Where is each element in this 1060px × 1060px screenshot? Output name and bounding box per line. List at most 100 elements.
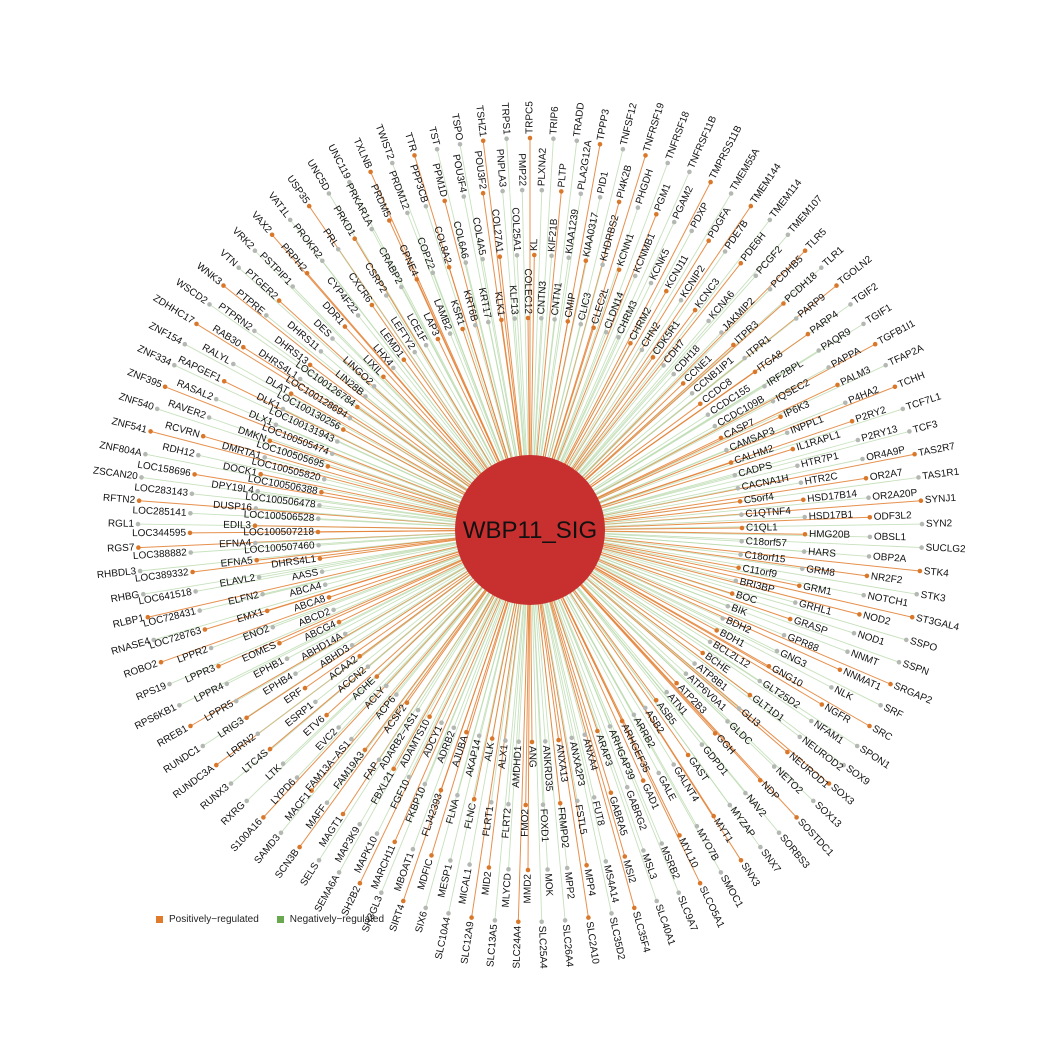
gene-node-ST3GAL4 xyxy=(909,614,915,620)
gene-label: SIX6 xyxy=(414,910,430,934)
gene-node-SSPO xyxy=(904,637,909,643)
gene-label: INPPL1 xyxy=(789,414,826,437)
gene-node-PPP3CB xyxy=(423,204,429,209)
gene-label: MYL10 xyxy=(676,837,700,871)
gene-node-PNPLA3 xyxy=(500,188,505,194)
gene-node-TTR xyxy=(412,153,417,158)
gene-label: TPPP3 xyxy=(595,108,612,142)
gene-node-KCNA6 xyxy=(706,318,711,324)
gene-label: COL4A5 xyxy=(470,216,488,256)
gene-label: C5orf4 xyxy=(743,491,775,506)
gene-node-LOC100506388 xyxy=(319,489,324,495)
gene-label: COL8A2 xyxy=(431,225,453,265)
gene-node-CHN2 xyxy=(639,347,645,353)
gene-node-TST xyxy=(434,146,440,152)
gene-node-CPNE4 xyxy=(414,277,420,282)
gene-node-CXCR6 xyxy=(369,302,375,308)
gene-node-SNX3 xyxy=(738,858,744,863)
gene-label: SLC2A10 xyxy=(583,921,600,965)
gene-label: SLC24A4 xyxy=(512,925,524,969)
gene-label: RREB1 xyxy=(156,723,191,749)
gene-label: VAT1L xyxy=(266,190,293,220)
gene-node-ENO2 xyxy=(270,624,276,630)
gene-node-ADRB2 xyxy=(451,725,457,731)
gene-label: FLRT2 xyxy=(500,807,513,839)
gene-node-VAX2 xyxy=(269,232,275,238)
gene-label: KL xyxy=(529,238,540,251)
gene-node-FAP xyxy=(376,757,382,763)
gene-node-SLC35D2 xyxy=(609,911,614,916)
gene-node-NETO2 xyxy=(771,764,777,769)
gene-node-ANG xyxy=(529,739,535,745)
gene-node-SIX6 xyxy=(423,905,429,911)
gene-label: LOC344595 xyxy=(132,528,186,539)
gene-label: TGIF2 xyxy=(851,281,881,307)
gene-label: LOC100507218 xyxy=(243,527,314,539)
gene-label: C1QTNF4 xyxy=(745,506,792,520)
gene-label: KIF21B xyxy=(547,218,561,252)
gene-node-PALM3 xyxy=(835,382,840,388)
gene-node-MBOAT1 xyxy=(410,846,416,852)
gene-node-EPHB1 xyxy=(284,656,290,661)
gene-node-SIRT4 xyxy=(401,898,406,904)
gene-node-BCL2L12 xyxy=(707,639,713,645)
gene-node-SOX9 xyxy=(841,762,846,768)
gene-node-GNG10 xyxy=(766,664,772,669)
gene-label: LPPR3 xyxy=(184,663,218,686)
gene-label: LOC285141 xyxy=(132,505,187,519)
gene-node-TAS1R1 xyxy=(916,475,921,480)
gene-node-P2RY13 xyxy=(855,437,861,443)
gene-node-GALE xyxy=(656,770,661,776)
gene-node-RUNDC1 xyxy=(200,743,206,749)
gene-node-WSCD2 xyxy=(207,302,212,307)
gene-label: ANXA13 xyxy=(554,743,570,783)
gene-node-ARHGEF35 xyxy=(619,718,625,724)
gene-node-ACP6 xyxy=(394,692,399,697)
gene-label: MPP2 xyxy=(562,871,576,900)
gene-node-ATP8B1 xyxy=(692,661,697,666)
gene-node-FOXD1 xyxy=(540,802,546,807)
gene-node-LOC100130256 xyxy=(341,427,346,432)
gene-node-TNFSF12 xyxy=(620,146,626,152)
gene-node-EFNA4 xyxy=(253,540,258,546)
gene-label: PGM1 xyxy=(653,182,674,213)
gene-label: ALX1 xyxy=(497,743,511,769)
gene-label: ZDHHC17 xyxy=(151,293,196,327)
gene-label: USP35 xyxy=(284,174,311,207)
gene-node-TAS2R7 xyxy=(912,451,917,457)
gene-node-ROBO2 xyxy=(158,659,164,665)
gene-label: SH2B2 xyxy=(340,884,364,918)
gene-node-SLC12A9 xyxy=(469,915,474,920)
gene-node-SNX7 xyxy=(758,844,763,850)
gene-node-ITPR1 xyxy=(742,355,747,361)
gene-label: ST3GAL4 xyxy=(915,613,961,634)
gene-node-C1QL1 xyxy=(739,525,745,531)
gene-node-EVC2 xyxy=(336,725,341,730)
gene-node-ALK xyxy=(489,736,495,741)
gene-node-USP35 xyxy=(306,203,312,209)
gene-node-CHRM2 xyxy=(628,341,633,346)
gene-node-LOC728431 xyxy=(197,608,202,613)
gene-node-PLA2G12A xyxy=(578,191,584,197)
gene-label: C18orf57 xyxy=(745,536,787,549)
gene-node-LTK xyxy=(280,761,286,766)
gene-node-NOD2 xyxy=(857,612,862,617)
gene-node-LHX4 xyxy=(391,365,396,371)
gene-label: LOC641518 xyxy=(138,587,193,608)
gene-label: POU3F4 xyxy=(450,153,468,194)
gene-label: MSL3 xyxy=(639,853,658,882)
gene-node-FUT8 xyxy=(591,795,597,800)
gene-node-CDK5R1 xyxy=(650,355,656,360)
gene-label: LPPR2 xyxy=(176,644,210,665)
gene-label: TNFSF12 xyxy=(619,101,640,146)
gene-label: TRIP6 xyxy=(548,106,561,135)
gene-node-ASB2 xyxy=(643,705,648,711)
gene-label: UNC119 xyxy=(325,143,352,182)
gene-node-RPS19 xyxy=(167,681,172,687)
gene-label: LRIG3 xyxy=(216,715,247,740)
gene-node-SPON1 xyxy=(854,743,860,749)
gene-label: UNC5D xyxy=(304,158,331,193)
gene-label: KCNN1 xyxy=(615,232,637,268)
gene-label: COL27A1 xyxy=(489,208,505,253)
gene-node-FKBP10 xyxy=(422,781,428,787)
